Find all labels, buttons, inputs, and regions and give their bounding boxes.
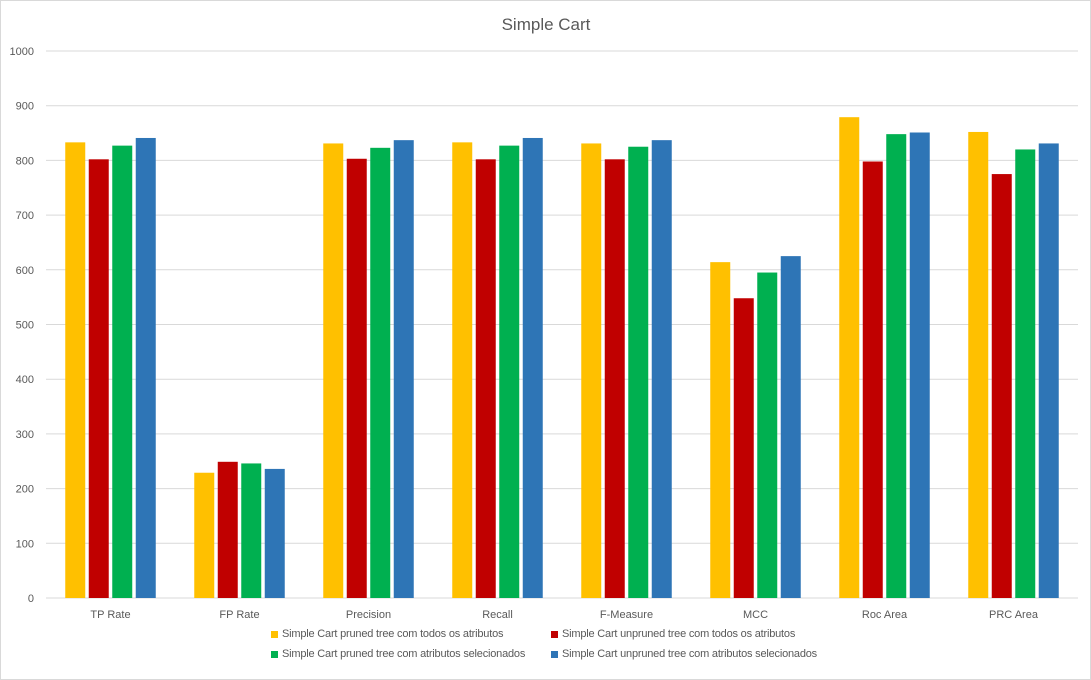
bar <box>581 143 602 598</box>
bar <box>370 147 391 598</box>
x-axis-category-labels: TP Rate FP Rate Precision Recall F-Measure MC… <box>90 609 1038 621</box>
bar <box>241 463 262 598</box>
bar <box>757 272 778 598</box>
bars <box>65 117 1059 599</box>
y-tick-label: 1000 <box>10 46 34 58</box>
x-category-label: Roc Area <box>862 609 908 621</box>
chart-title: Simple Cart <box>502 15 591 34</box>
x-category-label: Precision <box>346 609 391 621</box>
bar <box>1015 149 1036 598</box>
bar <box>112 145 133 599</box>
y-tick-label: 300 <box>16 429 34 441</box>
legend-label: Simple Cart pruned tree com todos os atr… <box>282 628 504 640</box>
x-category-label: MCC <box>743 609 768 621</box>
bar <box>135 137 156 598</box>
bar <box>499 145 520 599</box>
legend-entry: Simple Cart pruned tree com todos os atr… <box>271 628 551 640</box>
x-category-label: Recall <box>482 609 513 621</box>
y-tick-label: 900 <box>16 101 34 113</box>
y-tick-label: 200 <box>16 484 34 496</box>
legend-label: Simple Cart unpruned tree com atributos … <box>562 648 817 660</box>
bar <box>1038 143 1059 598</box>
bar <box>604 159 625 598</box>
bar <box>452 142 473 598</box>
bar <box>88 159 109 598</box>
legend-entry: Simple Cart pruned tree com atributos se… <box>271 648 551 660</box>
bar <box>862 161 883 598</box>
y-tick-label: 700 <box>16 210 34 222</box>
y-tick-label: 500 <box>16 320 34 332</box>
x-category-label: F-Measure <box>600 609 653 621</box>
y-axis-tick-labels: 0 100 200 300 400 500 600 700 800 900 1000 <box>10 46 34 605</box>
bar <box>780 256 801 598</box>
bar <box>522 137 543 598</box>
x-category-label: TP Rate <box>90 609 130 621</box>
bar <box>194 472 215 598</box>
bar <box>968 131 989 598</box>
x-category-label: PRC Area <box>989 609 1039 621</box>
legend-swatch <box>271 650 278 658</box>
legend-entry: Simple Cart unpruned tree com atributos … <box>551 648 851 660</box>
legend-label: Simple Cart pruned tree com atributos se… <box>282 648 526 660</box>
bar <box>733 298 754 598</box>
bar <box>346 158 367 598</box>
bar <box>651 140 672 598</box>
bar <box>323 143 344 598</box>
y-tick-label: 600 <box>16 265 34 277</box>
bar <box>909 132 930 599</box>
bar <box>628 146 649 598</box>
legend: Simple Cart pruned tree com todos os atr… <box>271 628 891 660</box>
bar <box>217 461 238 598</box>
legend-label: Simple Cart unpruned tree com todos os a… <box>562 628 796 640</box>
bar <box>393 140 414 598</box>
bar <box>710 262 731 598</box>
legend-swatch <box>551 630 558 638</box>
y-tick-label: 800 <box>16 155 34 167</box>
bar <box>839 117 860 598</box>
bar <box>886 134 907 599</box>
y-tick-label: 400 <box>16 374 34 386</box>
bar <box>991 174 1012 598</box>
y-tick-label: 0 <box>28 593 34 605</box>
y-tick-label: 100 <box>16 538 34 550</box>
bar <box>264 468 285 598</box>
bar <box>65 142 86 598</box>
x-category-label: FP Rate <box>219 609 259 621</box>
legend-swatch <box>271 630 278 638</box>
bar <box>475 159 496 598</box>
legend-swatch <box>551 650 558 658</box>
legend-entry: Simple Cart unpruned tree com todos os a… <box>551 628 851 640</box>
